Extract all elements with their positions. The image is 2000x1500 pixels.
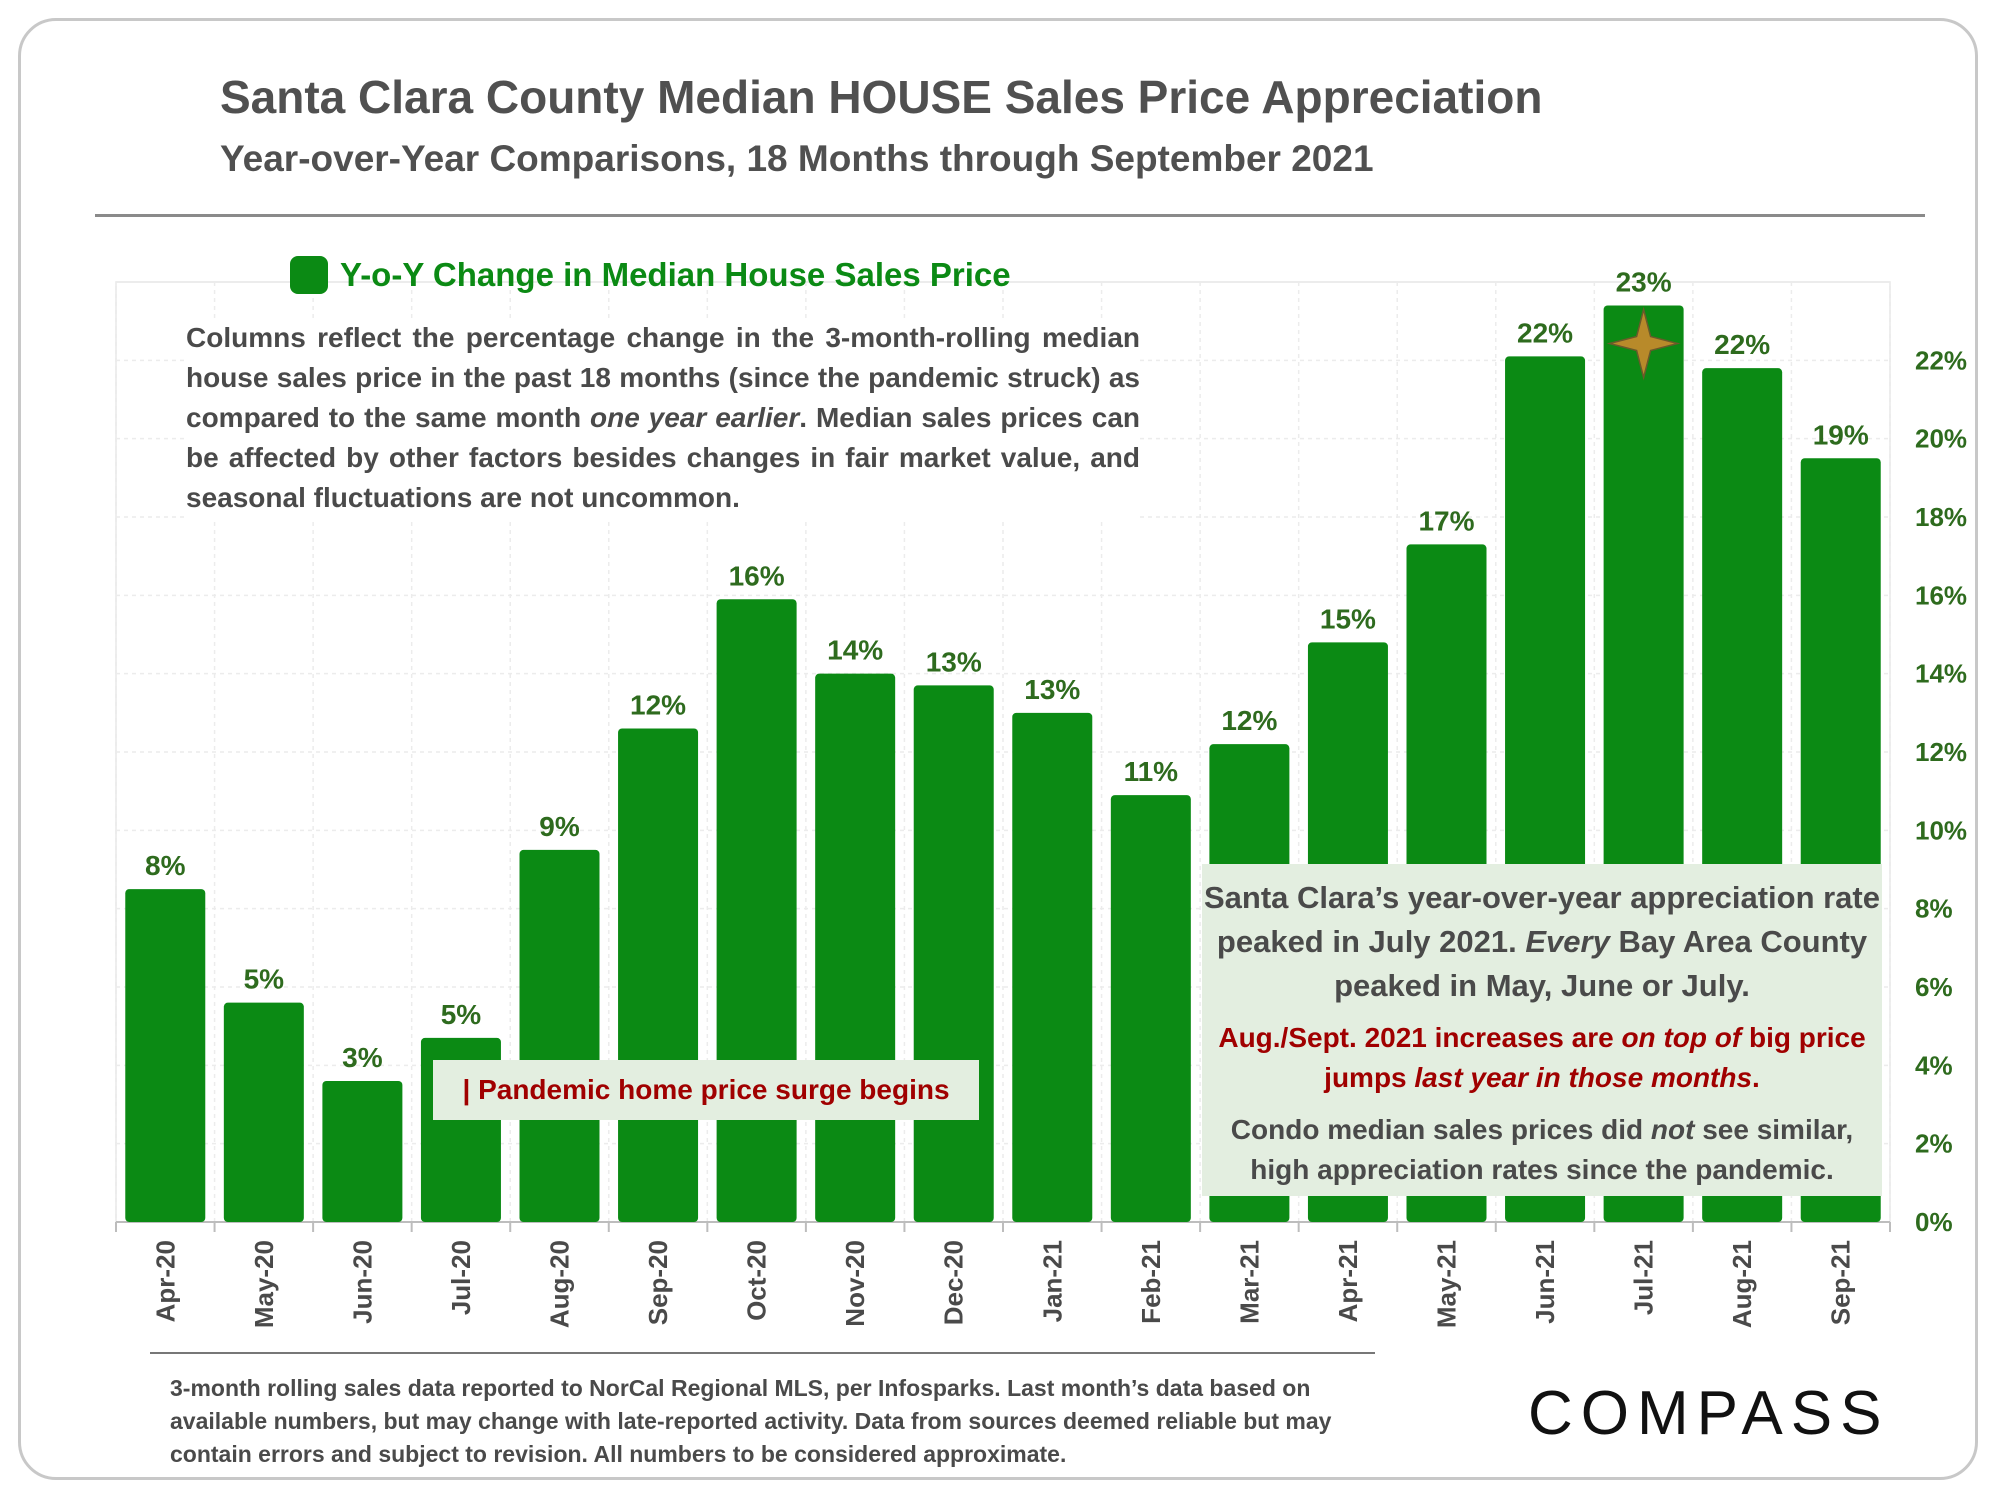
callout-text: see similar, high appreciation rates sin… xyxy=(1250,1114,1854,1185)
bar-nov-20 xyxy=(815,673,896,1222)
legend-label: Y-o-Y Change in Median House Sales Price xyxy=(340,256,1011,293)
chart-subtitle: Year-over-Year Comparisons, 18 Months th… xyxy=(220,138,1374,179)
data-label: 12% xyxy=(1221,705,1277,736)
y-tick-label: 18% xyxy=(1915,502,1967,532)
x-tick-label: May-21 xyxy=(1432,1240,1462,1328)
title-divider xyxy=(95,214,1925,217)
data-label: 19% xyxy=(1813,419,1869,450)
x-tick-label: Sep-21 xyxy=(1826,1240,1856,1325)
bar-feb-21 xyxy=(1110,795,1191,1222)
y-tick-label: 12% xyxy=(1915,737,1967,767)
y-tick-label: 2% xyxy=(1915,1129,1953,1159)
x-tick-label: Mar-21 xyxy=(1234,1240,1264,1324)
y-tick-label: 14% xyxy=(1915,659,1967,689)
callout-text: Aug./Sept. 2021 increases are xyxy=(1218,1022,1622,1053)
y-tick-label: 6% xyxy=(1915,972,1953,1002)
x-tick-label: Dec-20 xyxy=(939,1240,969,1325)
x-tick-label: Sep-20 xyxy=(643,1240,673,1325)
y-tick-label: 16% xyxy=(1915,580,1967,610)
callout-italic: Every xyxy=(1525,924,1610,959)
callout-text: Bay Area County peaked in May, June or J… xyxy=(1334,924,1868,1003)
bar-dec-20 xyxy=(913,685,994,1222)
x-tick-label: Jun-21 xyxy=(1530,1240,1560,1324)
callout-text: Condo median sales prices did xyxy=(1230,1114,1651,1145)
callout-text: . xyxy=(1752,1062,1760,1093)
data-label: 13% xyxy=(1024,674,1080,705)
bar-sep-20 xyxy=(618,728,699,1222)
data-label: 9% xyxy=(539,811,580,842)
callout-italic: on top of xyxy=(1621,1022,1742,1053)
bar-jun-20 xyxy=(322,1081,403,1222)
x-tick-label: Apr-20 xyxy=(150,1240,180,1322)
callout-italic: last year in those months xyxy=(1414,1062,1753,1093)
callout-text: Santa Clara’s year-over-year appreciatio… xyxy=(1203,880,1880,959)
data-label: 16% xyxy=(729,560,785,591)
x-tick-label: May-20 xyxy=(249,1240,279,1328)
x-tick-label: Jul-20 xyxy=(446,1240,476,1315)
y-tick-label: 10% xyxy=(1915,815,1967,845)
x-tick-label: Aug-21 xyxy=(1727,1240,1757,1328)
callout-paragraph-3: Condo median sales prices did not see si… xyxy=(1202,1110,1882,1190)
pandemic-annotation: | Pandemic home price surge begins xyxy=(433,1060,979,1120)
methodology-note: Columns reflect the percentage change in… xyxy=(186,318,1140,518)
bar-aug-20 xyxy=(519,849,600,1222)
data-label: 5% xyxy=(441,999,482,1030)
source-footnote: 3-month rolling sales data reported to N… xyxy=(170,1375,1332,1467)
note-text-2: . Median sales prices can be affected by… xyxy=(186,402,1140,513)
y-tick-label: 8% xyxy=(1915,894,1953,924)
callout-text: big price jumps xyxy=(1324,1022,1866,1093)
bar-apr-20 xyxy=(125,889,206,1222)
data-label: 15% xyxy=(1320,603,1376,634)
footnote-divider xyxy=(150,1352,1375,1354)
y-tick-label: 4% xyxy=(1915,1050,1953,1080)
x-tick-label: Jun-20 xyxy=(347,1240,377,1324)
note-text-italic: one year earlier xyxy=(589,402,800,433)
y-tick-label: 0% xyxy=(1915,1207,1953,1237)
chart-title: Santa Clara County Median HOUSE Sales Pr… xyxy=(220,71,1543,123)
y-tick-label: 20% xyxy=(1915,424,1967,454)
data-label: 22% xyxy=(1517,317,1573,348)
callout-paragraph-2: Aug./Sept. 2021 increases are on top of … xyxy=(1202,1018,1882,1098)
x-tick-label: Aug-20 xyxy=(545,1240,575,1328)
data-label: 3% xyxy=(342,1042,383,1073)
data-label: 17% xyxy=(1418,505,1474,536)
data-label: 8% xyxy=(145,850,186,881)
x-tick-label: Nov-20 xyxy=(840,1240,870,1327)
data-label: 14% xyxy=(827,635,883,666)
bar-oct-20 xyxy=(716,599,797,1222)
four-point-star-icon xyxy=(1606,306,1681,381)
data-label: 5% xyxy=(244,964,285,995)
legend-swatch xyxy=(290,256,328,294)
callout-paragraph-1: Santa Clara’s year-over-year appreciatio… xyxy=(1202,876,1882,1008)
x-tick-label: Feb-21 xyxy=(1136,1240,1166,1324)
x-axis-ticks: Apr-20 May-20 Jun-20 Jul-20 Aug-20 Sep-20 Oct-… xyxy=(115,1222,1891,1328)
y-tick-label: 22% xyxy=(1915,345,1967,375)
x-tick-label: Apr-21 xyxy=(1333,1240,1363,1322)
note-text-1: Columns reflect the percentage change in… xyxy=(186,322,1140,433)
bar-may-20 xyxy=(223,1002,304,1222)
peak-callout-box: Santa Clara’s year-over-year appreciatio… xyxy=(1202,864,1882,1196)
callout-italic: not xyxy=(1650,1114,1695,1145)
data-labels: 8% 5% 3% 5% 9% 12% 16% 14% 13% 13% 11% 12% 15% 17% 22%… xyxy=(145,267,1869,1074)
compass-logo: COMPASS xyxy=(1528,1379,1890,1448)
bar-jan-21 xyxy=(1012,712,1093,1222)
x-tick-label: Jan-21 xyxy=(1037,1240,1067,1322)
data-label: 12% xyxy=(630,690,686,721)
data-label: 22% xyxy=(1714,329,1770,360)
x-tick-label: Oct-20 xyxy=(742,1240,772,1321)
x-tick-label: Jul-21 xyxy=(1629,1240,1659,1315)
y-axis-ticks: 0% 2% 4% 6% 8% 10% 12% 14% 16% 18% 20% 22% xyxy=(1915,345,1967,1237)
data-label: 23% xyxy=(1616,267,1672,298)
legend: Y-o-Y Change in Median House Sales Price xyxy=(290,256,1011,294)
data-label: 13% xyxy=(926,646,982,677)
data-label: 11% xyxy=(1124,756,1179,787)
